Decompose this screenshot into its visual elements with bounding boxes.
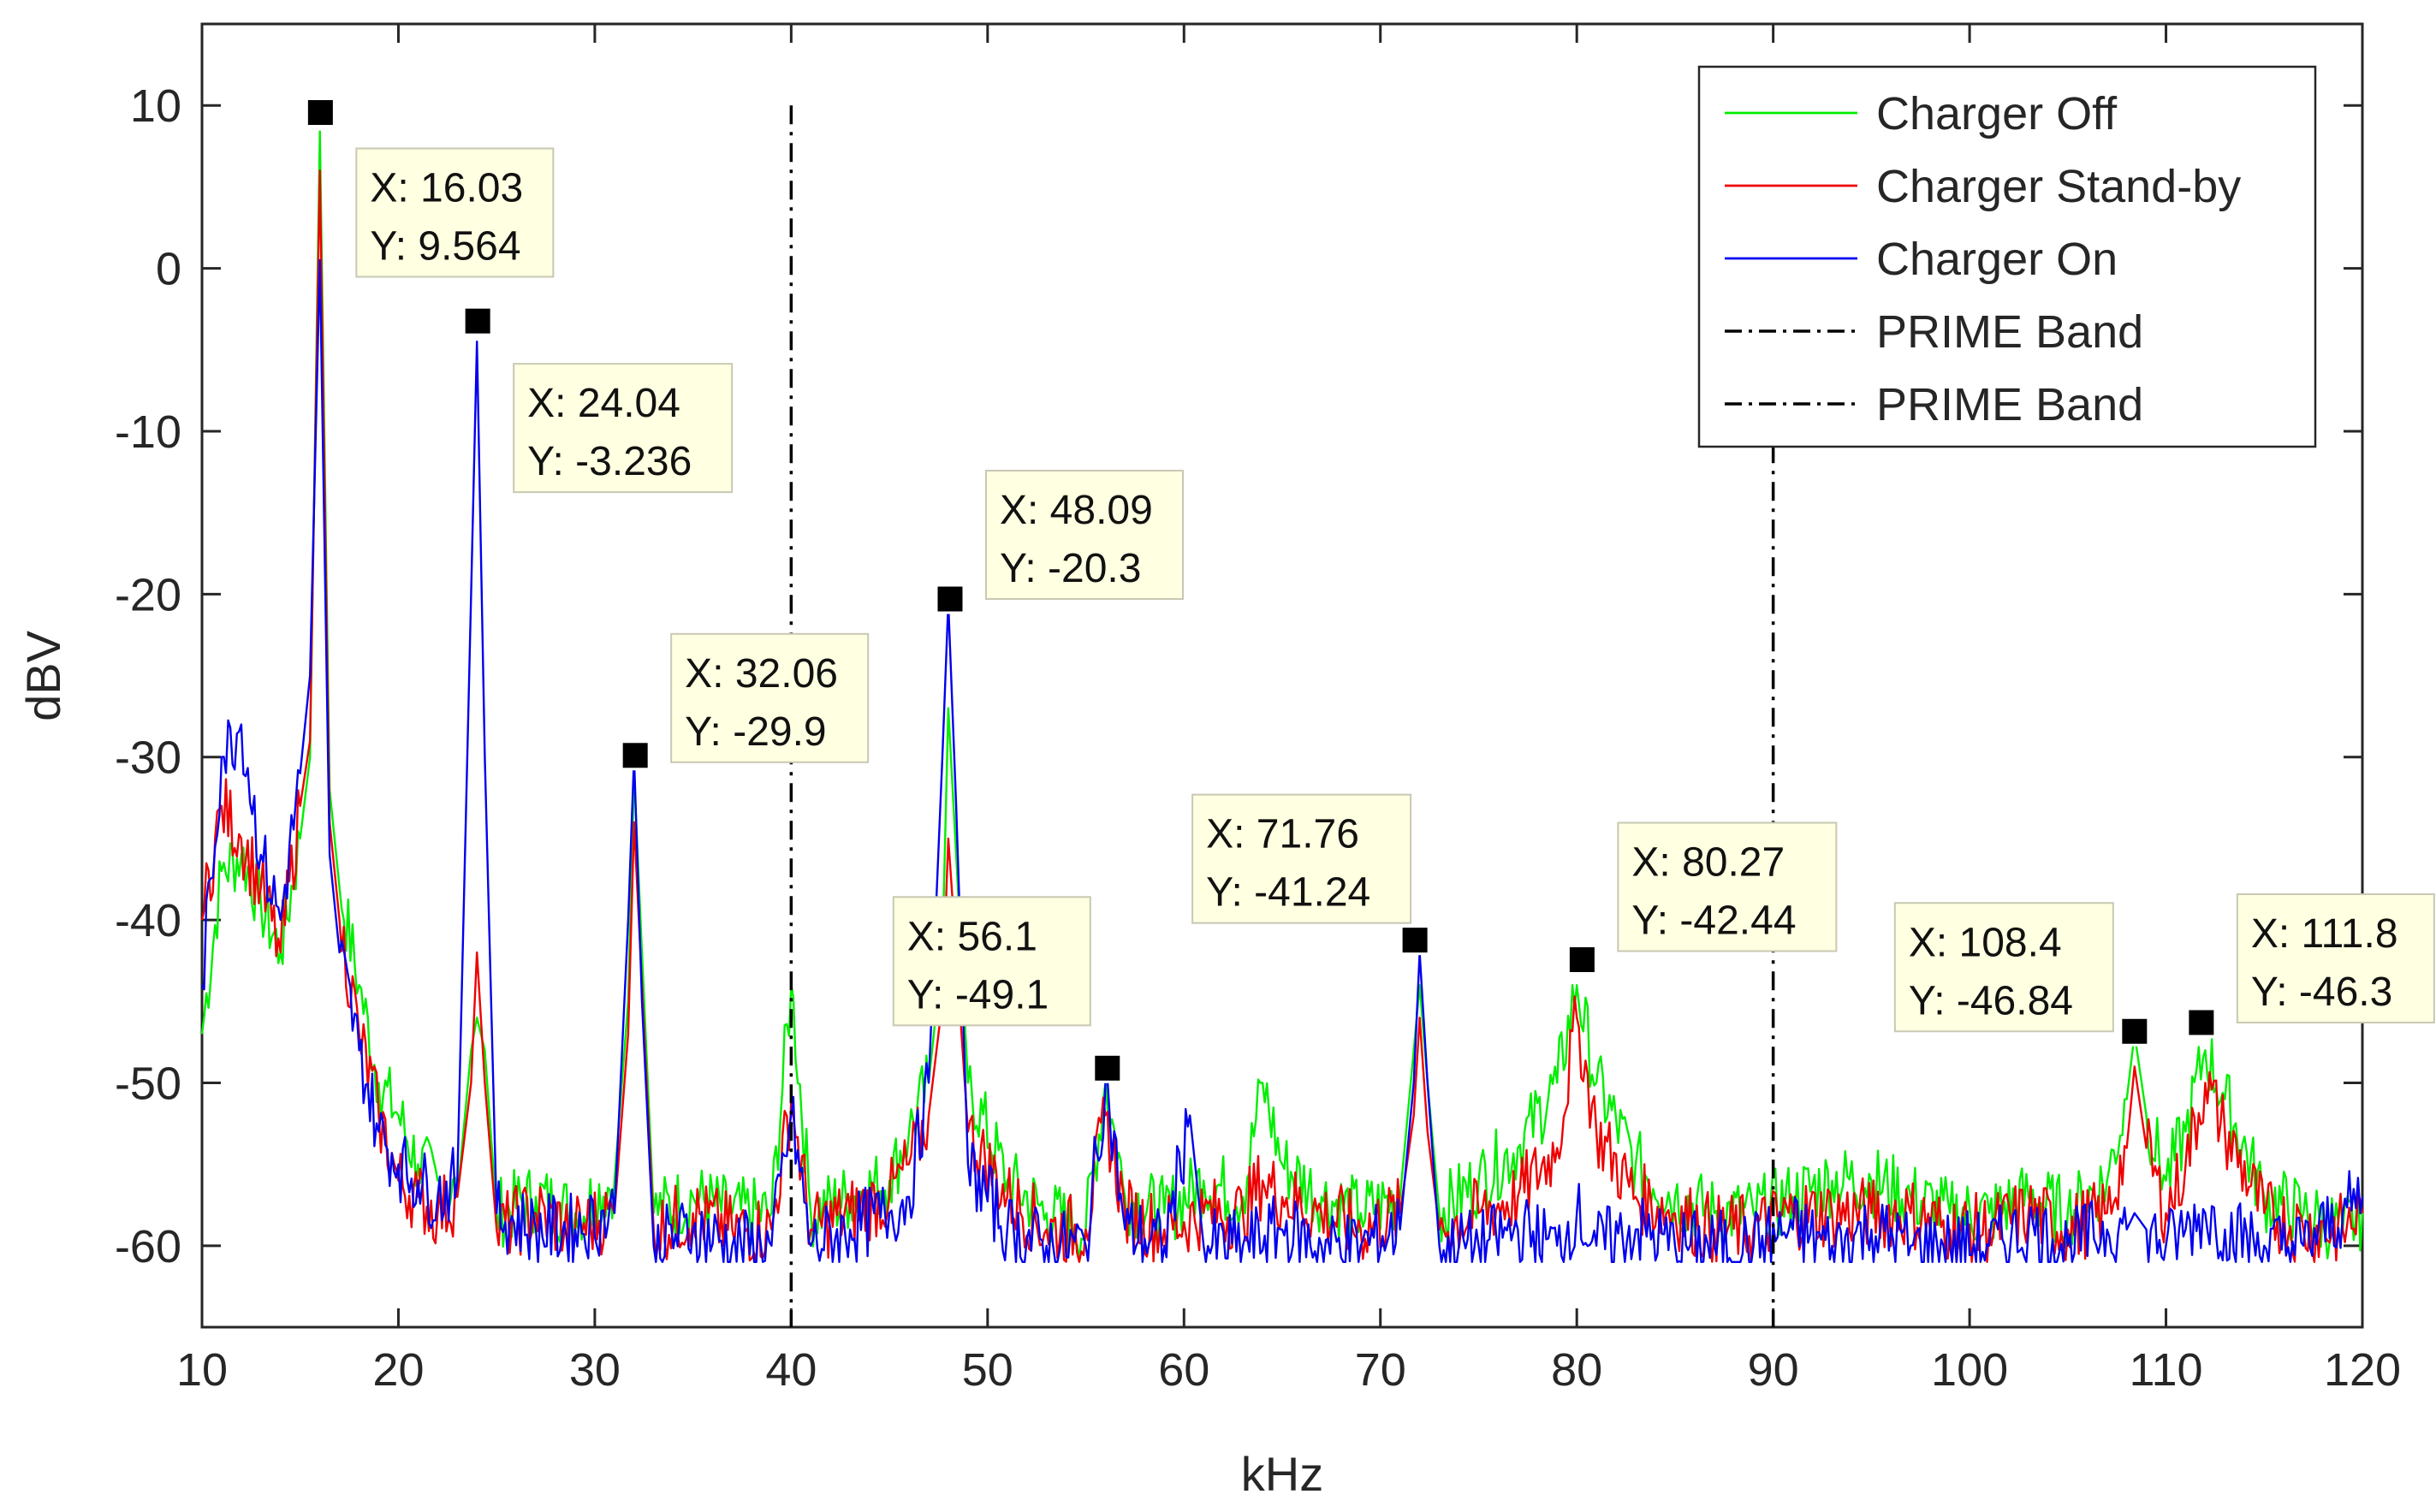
y-tick-label: 0 bbox=[156, 244, 181, 295]
x-tick-label: 50 bbox=[962, 1344, 1013, 1396]
x-tick-label: 110 bbox=[2129, 1344, 2202, 1396]
x-tick-label: 10 bbox=[176, 1344, 228, 1396]
series-line-charger-on bbox=[200, 258, 2364, 1263]
y-tick-label: -40 bbox=[115, 895, 181, 946]
legend-label: PRIME Band bbox=[1876, 306, 2143, 358]
datatip-box bbox=[670, 632, 870, 763]
datatips-layer: X: 16.03 Y: 9.564 X: 24.04 Y: -3.236 X: 32.0… bbox=[305, 97, 2435, 1083]
datatip-y-text: Y: -42.44 bbox=[1631, 898, 1796, 944]
datatip-y-text: Y: -29.9 bbox=[685, 709, 826, 755]
y-tick-label: -50 bbox=[115, 1058, 181, 1109]
x-tick-label: 90 bbox=[1748, 1344, 1799, 1396]
datatip-marker bbox=[1092, 1052, 1123, 1083]
datatip-box bbox=[2236, 892, 2435, 1023]
series-line-charger-standby bbox=[200, 169, 2364, 1263]
datatip-marker bbox=[305, 97, 336, 127]
datatip-x-text: X: 56.1 bbox=[907, 914, 1037, 959]
datatip-x-text: X: 80.27 bbox=[1631, 840, 1785, 886]
datatip-y-text: Y: -20.3 bbox=[1000, 546, 1141, 591]
x-axis-label: kHz bbox=[1241, 1447, 1323, 1501]
legend-label: Charger On bbox=[1876, 234, 2118, 285]
legend-label: Charger Stand-by bbox=[1876, 161, 2241, 212]
datatip-marker bbox=[935, 584, 965, 614]
x-tick-label: 100 bbox=[1931, 1344, 2008, 1396]
datatip-marker bbox=[2119, 1016, 2150, 1047]
legend-box bbox=[1697, 65, 2317, 448]
datatip-y-text: Y: -46.84 bbox=[1909, 978, 2073, 1023]
datatip-box bbox=[1617, 821, 1838, 952]
datatip-marker bbox=[1399, 925, 1430, 956]
y-axis: 10 0 -10 -20 -30 -40 -50 -60 bbox=[115, 80, 2362, 1272]
datatip-x-text: X: 24.04 bbox=[527, 381, 680, 426]
datatip-x-text: X: 108.4 bbox=[1909, 920, 2062, 965]
datatip-box bbox=[1191, 793, 1412, 924]
datatip-y-text: Y: -46.3 bbox=[2251, 969, 2392, 1015]
datatip-marker bbox=[2186, 1007, 2217, 1038]
y-tick-label: -60 bbox=[115, 1221, 181, 1272]
legend: Charger Off Charger Stand-by Charger On PRI… bbox=[1697, 65, 2317, 448]
datatip-x-text: X: 48.09 bbox=[1000, 488, 1153, 533]
x-tick-label: 120 bbox=[2324, 1344, 2401, 1396]
x-tick-label: 30 bbox=[569, 1344, 621, 1396]
x-tick-label: 80 bbox=[1551, 1344, 1602, 1396]
datatip-y-text: Y: 9.564 bbox=[370, 223, 520, 269]
y-tick-label: -10 bbox=[115, 406, 181, 458]
datatip-marker bbox=[1566, 945, 1597, 975]
x-tick-label: 40 bbox=[765, 1344, 817, 1396]
x-tick-label: 70 bbox=[1355, 1344, 1406, 1396]
datatip-box bbox=[892, 896, 1091, 1027]
y-axis-label: dBV bbox=[16, 630, 70, 720]
legend-label: PRIME Band bbox=[1876, 379, 2143, 430]
datatip-box bbox=[513, 363, 734, 494]
y-tick-label: 10 bbox=[130, 80, 181, 132]
y-tick-label: -20 bbox=[115, 569, 181, 620]
datatip-x-text: X: 71.76 bbox=[1206, 812, 1359, 857]
datatip-y-text: Y: -3.236 bbox=[527, 439, 692, 484]
datatip-x-text: X: 16.03 bbox=[370, 165, 523, 210]
datatip-x-text: X: 111.8 bbox=[2251, 911, 2398, 957]
x-tick-label: 60 bbox=[1158, 1344, 1209, 1396]
datatip-x-text: X: 32.06 bbox=[685, 651, 838, 697]
datatip-marker bbox=[620, 740, 651, 771]
datatip-y-text: Y: -41.24 bbox=[1206, 870, 1370, 916]
datatip-box bbox=[984, 470, 1184, 601]
datatip-marker bbox=[462, 305, 493, 336]
datatip-box bbox=[355, 147, 555, 278]
series-layer bbox=[200, 130, 2364, 1263]
datatip-box bbox=[1893, 902, 2114, 1033]
legend-label: Charger Off bbox=[1876, 88, 2118, 139]
x-tick-label: 20 bbox=[372, 1344, 424, 1396]
y-tick-label: -30 bbox=[115, 732, 181, 784]
datatip-y-text: Y: -49.1 bbox=[907, 972, 1049, 1017]
